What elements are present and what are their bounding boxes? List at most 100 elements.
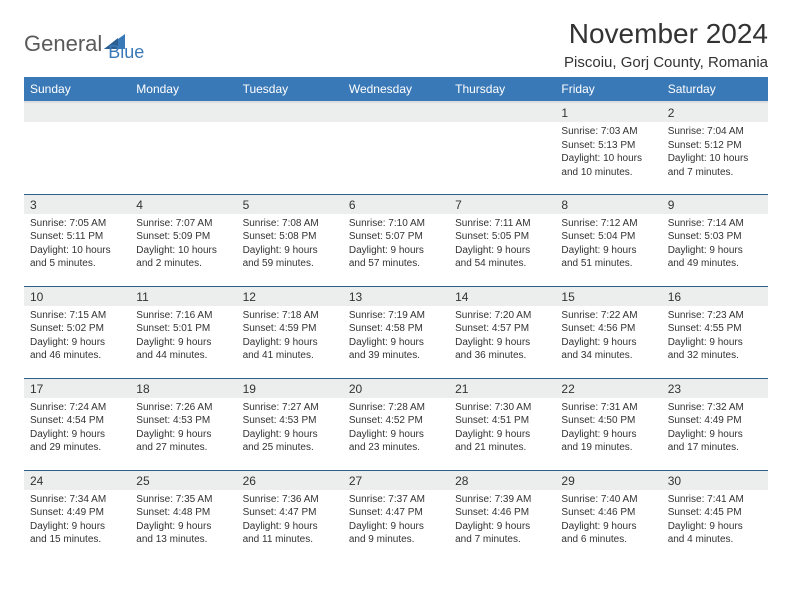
daylight-line: Daylight: 9 hours and 21 minutes.	[455, 428, 549, 455]
sunset-line: Sunset: 4:45 PM	[668, 506, 762, 520]
daylight-line: Daylight: 9 hours and 23 minutes.	[349, 428, 443, 455]
sunrise-line: Sunrise: 7:30 AM	[455, 401, 549, 415]
sunset-line: Sunset: 4:47 PM	[349, 506, 443, 520]
calendar-cell: 16Sunrise: 7:23 AMSunset: 4:55 PMDayligh…	[662, 286, 768, 378]
day-details: Sunrise: 7:19 AMSunset: 4:58 PMDaylight:…	[343, 306, 449, 367]
sunrise-line: Sunrise: 7:27 AM	[243, 401, 337, 415]
day-details: Sunrise: 7:32 AMSunset: 4:49 PMDaylight:…	[662, 398, 768, 459]
sunset-line: Sunset: 4:56 PM	[561, 322, 655, 336]
calendar-cell: 2Sunrise: 7:04 AMSunset: 5:12 PMDaylight…	[662, 102, 768, 194]
weekday-header: Thursday	[449, 77, 555, 102]
calendar-cell: 14Sunrise: 7:20 AMSunset: 4:57 PMDayligh…	[449, 286, 555, 378]
sunrise-line: Sunrise: 7:03 AM	[561, 125, 655, 139]
calendar-cell: 11Sunrise: 7:16 AMSunset: 5:01 PMDayligh…	[130, 286, 236, 378]
calendar-week-row: 17Sunrise: 7:24 AMSunset: 4:54 PMDayligh…	[24, 378, 768, 470]
daylight-line: Daylight: 9 hours and 34 minutes.	[561, 336, 655, 363]
sunrise-line: Sunrise: 7:15 AM	[30, 309, 124, 323]
daylight-line: Daylight: 9 hours and 13 minutes.	[136, 520, 230, 547]
daylight-line: Daylight: 10 hours and 7 minutes.	[668, 152, 762, 179]
weekday-header: Tuesday	[237, 77, 343, 102]
day-number	[237, 103, 343, 122]
day-details: Sunrise: 7:23 AMSunset: 4:55 PMDaylight:…	[662, 306, 768, 367]
sunset-line: Sunset: 4:46 PM	[561, 506, 655, 520]
daylight-line: Daylight: 9 hours and 46 minutes.	[30, 336, 124, 363]
calendar-cell: 30 Sunrise: 7:41 AMSunset: 4:45 PMDayligh…	[662, 470, 768, 562]
day-number	[343, 103, 449, 122]
sunset-line: Sunset: 4:50 PM	[561, 414, 655, 428]
day-number: 1	[555, 103, 661, 122]
sunset-line: Sunset: 4:53 PM	[243, 414, 337, 428]
sunrise-line: Sunrise: 7:10 AM	[349, 217, 443, 231]
daylight-line: Daylight: 9 hours and 59 minutes.	[243, 244, 337, 271]
calendar-cell: 22Sunrise: 7:31 AMSunset: 4:50 PMDayligh…	[555, 378, 661, 470]
sunset-line: Sunset: 5:07 PM	[349, 230, 443, 244]
daylight-line: Daylight: 9 hours and 15 minutes.	[30, 520, 124, 547]
day-details: Sunrise: 7:11 AMSunset: 5:05 PMDaylight:…	[449, 214, 555, 275]
calendar-cell: 18Sunrise: 7:26 AMSunset: 4:53 PMDayligh…	[130, 378, 236, 470]
weekday-header: Wednesday	[343, 77, 449, 102]
calendar-week-row: 10Sunrise: 7:15 AMSunset: 5:02 PMDayligh…	[24, 286, 768, 378]
day-details: Sunrise: 7:12 AMSunset: 5:04 PMDaylight:…	[555, 214, 661, 275]
location: Piscoiu, Gorj County, Romania	[564, 54, 768, 71]
day-number: 24	[24, 471, 130, 490]
daylight-line: Daylight: 9 hours and 19 minutes.	[561, 428, 655, 455]
daylight-line: Daylight: 10 hours and 2 minutes.	[136, 244, 230, 271]
weekday-header: Saturday	[662, 77, 768, 102]
sunrise-line: Sunrise: 7:32 AM	[668, 401, 762, 415]
calendar-cell: 7Sunrise: 7:11 AMSunset: 5:05 PMDaylight…	[449, 194, 555, 286]
sunset-line: Sunset: 5:02 PM	[30, 322, 124, 336]
day-number: 8	[555, 195, 661, 214]
calendar-cell: 29Sunrise: 7:40 AMSunset: 4:46 PMDayligh…	[555, 470, 661, 562]
calendar-cell: 1Sunrise: 7:03 AMSunset: 5:13 PMDaylight…	[555, 102, 661, 194]
sunset-line: Sunset: 5:04 PM	[561, 230, 655, 244]
day-number: 26	[237, 471, 343, 490]
calendar-cell: 10Sunrise: 7:15 AMSunset: 5:02 PMDayligh…	[24, 286, 130, 378]
sunset-line: Sunset: 5:09 PM	[136, 230, 230, 244]
day-details: Sunrise: 7:36 AMSunset: 4:47 PMDaylight:…	[237, 490, 343, 551]
sunrise-line: Sunrise: 7:19 AM	[349, 309, 443, 323]
sunset-line: Sunset: 4:58 PM	[349, 322, 443, 336]
daylight-line: Daylight: 9 hours and 4 minutes.	[668, 520, 762, 547]
daylight-line: Daylight: 9 hours and 54 minutes.	[455, 244, 549, 271]
daylight-line: Daylight: 9 hours and 51 minutes.	[561, 244, 655, 271]
day-number: 22	[555, 379, 661, 398]
daylight-line: Daylight: 9 hours and 6 minutes.	[561, 520, 655, 547]
sunset-line: Sunset: 5:03 PM	[668, 230, 762, 244]
day-details: Sunrise: 7:28 AMSunset: 4:52 PMDaylight:…	[343, 398, 449, 459]
weekday-header: Friday	[555, 77, 661, 102]
day-details: Sunrise: 7:20 AMSunset: 4:57 PMDaylight:…	[449, 306, 555, 367]
sunrise-line: Sunrise: 7:28 AM	[349, 401, 443, 415]
weekday-header: Sunday	[24, 77, 130, 102]
sunrise-line: Sunrise: 7:11 AM	[455, 217, 549, 231]
sunrise-line: Sunrise: 7:14 AM	[668, 217, 762, 231]
sunrise-line: Sunrise: 7:24 AM	[30, 401, 124, 415]
sunrise-line: Sunrise: 7:16 AM	[136, 309, 230, 323]
sunset-line: Sunset: 5:13 PM	[561, 139, 655, 153]
day-number: 12	[237, 287, 343, 306]
day-details: Sunrise: 7:39 AMSunset: 4:46 PMDaylight:…	[449, 490, 555, 551]
calendar-cell: 17Sunrise: 7:24 AMSunset: 4:54 PMDayligh…	[24, 378, 130, 470]
sunrise-line: Sunrise: 7:07 AM	[136, 217, 230, 231]
day-number: 30	[662, 471, 768, 490]
calendar-cell: 27Sunrise: 7:37 AMSunset: 4:47 PMDayligh…	[343, 470, 449, 562]
calendar-cell: 28Sunrise: 7:39 AMSunset: 4:46 PMDayligh…	[449, 470, 555, 562]
sunset-line: Sunset: 4:53 PM	[136, 414, 230, 428]
sunrise-line: Sunrise: 7:12 AM	[561, 217, 655, 231]
daylight-line: Daylight: 9 hours and 36 minutes.	[455, 336, 549, 363]
day-details: Sunrise: 7:24 AMSunset: 4:54 PMDaylight:…	[24, 398, 130, 459]
calendar-cell: 26Sunrise: 7:36 AMSunset: 4:47 PMDayligh…	[237, 470, 343, 562]
sunset-line: Sunset: 4:55 PM	[668, 322, 762, 336]
sunrise-line: Sunrise: 7:26 AM	[136, 401, 230, 415]
day-details: Sunrise: 7:07 AMSunset: 5:09 PMDaylight:…	[130, 214, 236, 275]
sunset-line: Sunset: 4:54 PM	[30, 414, 124, 428]
day-details: Sunrise: 7:30 AMSunset: 4:51 PMDaylight:…	[449, 398, 555, 459]
day-number: 16	[662, 287, 768, 306]
calendar-cell: 20Sunrise: 7:28 AMSunset: 4:52 PMDayligh…	[343, 378, 449, 470]
day-details: Sunrise: 7:27 AMSunset: 4:53 PMDaylight:…	[237, 398, 343, 459]
sunset-line: Sunset: 4:49 PM	[30, 506, 124, 520]
sunrise-line: Sunrise: 7:23 AM	[668, 309, 762, 323]
calendar-cell: 23Sunrise: 7:32 AMSunset: 4:49 PMDayligh…	[662, 378, 768, 470]
daylight-line: Daylight: 9 hours and 57 minutes.	[349, 244, 443, 271]
day-details: Sunrise: 7:10 AMSunset: 5:07 PMDaylight:…	[343, 214, 449, 275]
sunrise-line: Sunrise: 7:41 AM	[668, 493, 762, 507]
